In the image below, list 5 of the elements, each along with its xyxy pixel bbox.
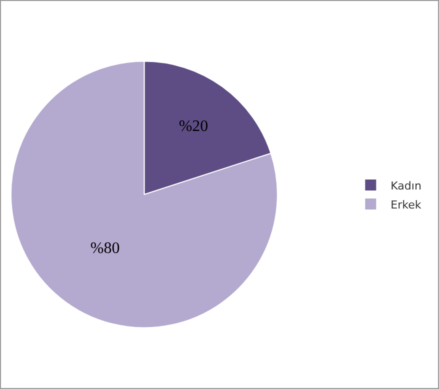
data-label: %20 [178,118,208,136]
data-label: %80 [90,240,120,257]
pie-slice [10,60,278,328]
legend-label: Kadın [390,179,422,192]
legend-label: Erkek [390,198,422,212]
